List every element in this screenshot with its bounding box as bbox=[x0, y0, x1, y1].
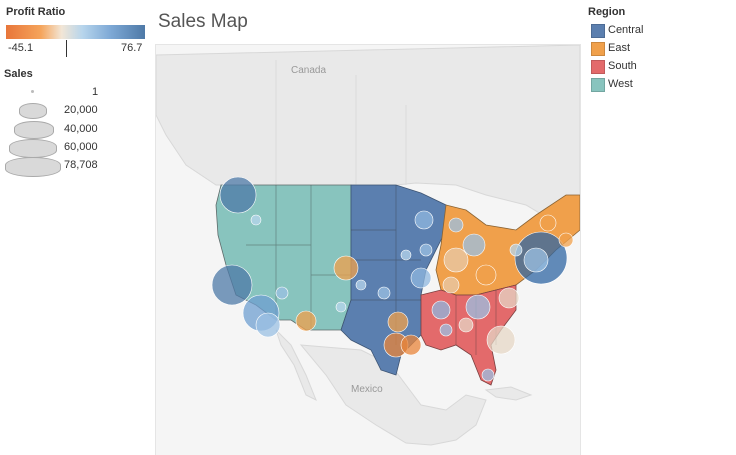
sales-legend-label-1: 1 bbox=[92, 86, 99, 98]
bubble[interactable] bbox=[448, 217, 464, 233]
region-legend-label-south[interactable]: South bbox=[608, 60, 637, 72]
sales-legend-shape-40000 bbox=[14, 121, 54, 139]
bubble[interactable] bbox=[387, 311, 409, 333]
bubble[interactable] bbox=[486, 325, 516, 355]
mexico-label: Mexico bbox=[351, 384, 383, 395]
bubble[interactable] bbox=[419, 243, 433, 257]
bubble[interactable] bbox=[539, 214, 557, 232]
bubble[interactable] bbox=[523, 247, 549, 273]
profit-ratio-legend-title: Profit Ratio bbox=[6, 6, 66, 18]
region-legend-label-west[interactable]: West bbox=[608, 78, 633, 90]
bubble[interactable] bbox=[275, 286, 289, 300]
bubble[interactable] bbox=[431, 300, 451, 320]
bubble[interactable] bbox=[442, 276, 460, 294]
bubble[interactable] bbox=[443, 247, 469, 273]
profit-ratio-min-label: -45.1 bbox=[8, 42, 34, 54]
region-legend-label-east[interactable]: East bbox=[608, 42, 631, 54]
region-swatch-east[interactable] bbox=[591, 42, 605, 56]
cuba-land bbox=[484, 386, 533, 401]
bubble[interactable] bbox=[475, 264, 497, 286]
bubble[interactable] bbox=[219, 176, 257, 214]
bubble[interactable] bbox=[377, 286, 391, 300]
canada-border-lines bbox=[275, 60, 407, 185]
profit-ratio-gradient[interactable] bbox=[6, 25, 145, 39]
sales-legend-title: Sales bbox=[4, 68, 33, 80]
sales-legend-label-78708: 78,708 bbox=[64, 159, 98, 171]
sales-bubbles bbox=[211, 176, 574, 382]
bubble[interactable] bbox=[333, 255, 359, 281]
bubble[interactable] bbox=[335, 301, 347, 313]
region-legend-label-central[interactable]: Central bbox=[608, 24, 644, 36]
mexico-land bbox=[299, 344, 487, 446]
sales-legend-shape-78708 bbox=[5, 157, 61, 177]
bubble[interactable] bbox=[481, 368, 495, 382]
bubble[interactable] bbox=[465, 294, 491, 320]
profit-ratio-zero-marker bbox=[66, 40, 67, 57]
sales-legend-label-20000: 20,000 bbox=[64, 104, 98, 116]
bubble[interactable] bbox=[509, 243, 523, 257]
region-legend-title: Region bbox=[588, 6, 626, 18]
sales-legend-label-60000: 60,000 bbox=[64, 141, 98, 153]
baja-land bbox=[275, 329, 317, 402]
canada-label: Canada bbox=[291, 65, 326, 76]
map-title: Sales Map bbox=[158, 11, 248, 32]
sales-map[interactable]: Canada Mexico bbox=[155, 44, 581, 455]
bubble[interactable] bbox=[355, 279, 367, 291]
bubble[interactable] bbox=[295, 310, 317, 332]
bubble[interactable] bbox=[439, 323, 453, 337]
bubble[interactable] bbox=[250, 214, 262, 226]
sales-legend-shape-20000 bbox=[19, 103, 47, 119]
bubble[interactable] bbox=[498, 287, 520, 309]
bubble[interactable] bbox=[414, 210, 434, 230]
sales-legend-dot-1 bbox=[31, 90, 34, 93]
map-canvas[interactable]: Canada Mexico bbox=[156, 45, 580, 455]
bubble[interactable] bbox=[458, 317, 474, 333]
sales-legend-label-40000: 40,000 bbox=[64, 123, 98, 135]
bubble[interactable] bbox=[400, 334, 422, 356]
bubble[interactable] bbox=[462, 233, 486, 257]
bubble[interactable] bbox=[410, 267, 432, 289]
bubble[interactable] bbox=[211, 264, 253, 306]
profit-ratio-max-label: 76.7 bbox=[121, 42, 143, 54]
bubble[interactable] bbox=[400, 249, 412, 261]
bubble[interactable] bbox=[255, 312, 281, 338]
sales-legend-shape-60000 bbox=[9, 139, 57, 158]
region-swatch-west[interactable] bbox=[591, 78, 605, 92]
bubble[interactable] bbox=[558, 232, 574, 248]
state-borders bbox=[246, 185, 497, 355]
region-swatch-central[interactable] bbox=[591, 24, 605, 38]
region-swatch-south[interactable] bbox=[591, 60, 605, 74]
